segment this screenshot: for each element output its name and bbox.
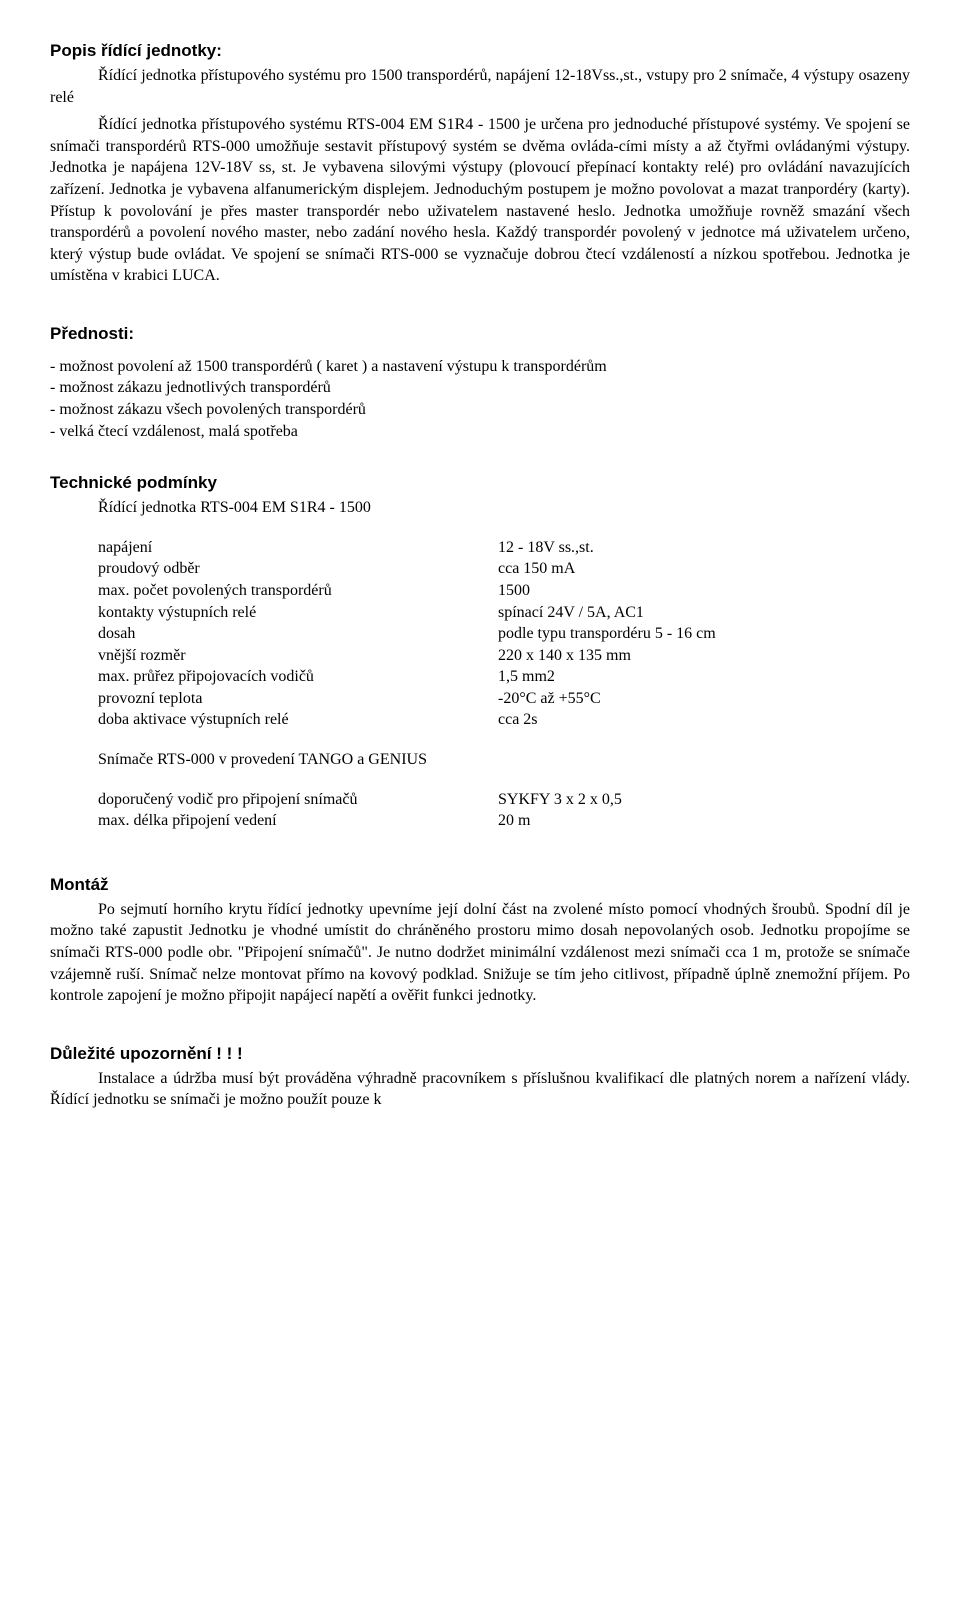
tech-value: cca 150 mA [498, 558, 910, 580]
list-item: - možnost povolení až 1500 transpordérů … [50, 356, 910, 378]
table-row: max. počet povolených transpordérů 1500 [98, 580, 910, 602]
tech-label: max. počet povolených transpordérů [98, 580, 498, 602]
tech-value: 220 x 140 x 135 mm [498, 645, 910, 667]
tech-label: max. průřez připojovacích vodičů [98, 666, 498, 688]
table-row: doba aktivace výstupních relé cca 2s [98, 709, 910, 731]
tech-label: provozní teplota [98, 688, 498, 710]
table-row: doporučený vodič pro připojení snímačů S… [98, 789, 910, 811]
tech-label: dosah [98, 623, 498, 645]
montaz-body: Po sejmutí horního krytu řídící jednotky… [50, 899, 910, 1007]
tech-mid-line: Snímače RTS-000 v provedení TANGO a GENI… [98, 749, 910, 771]
tech-value: 20 m [498, 810, 910, 832]
tech-value: SYKFY 3 x 2 x 0,5 [498, 789, 910, 811]
list-item: - možnost zákazu všech povolených transp… [50, 399, 910, 421]
table-row: kontakty výstupních relé spínací 24V / 5… [98, 602, 910, 624]
tech-value: 12 - 18V ss.,st. [498, 537, 910, 559]
tech-label: proudový odběr [98, 558, 498, 580]
tech-value: 1,5 mm2 [498, 666, 910, 688]
tech-value: spínací 24V / 5A, AC1 [498, 602, 910, 624]
tech-subtitle: Řídící jednotka RTS-004 EM S1R4 - 1500 [98, 497, 910, 519]
tech-label: max. délka připojení vedení [98, 810, 498, 832]
tech-label: kontakty výstupních relé [98, 602, 498, 624]
list-item: - možnost zákazu jednotlivých transpordé… [50, 377, 910, 399]
table-row: dosah podle typu transpordéru 5 - 16 cm [98, 623, 910, 645]
section-heading-technicke: Technické podmínky [50, 472, 910, 495]
table-row: proudový odběr cca 150 mA [98, 558, 910, 580]
table-row: max. délka připojení vedení 20 m [98, 810, 910, 832]
section-heading-prednosti: Přednosti: [50, 323, 910, 346]
tech-label: doporučený vodič pro připojení snímačů [98, 789, 498, 811]
table-row: vnější rozměr 220 x 140 x 135 mm [98, 645, 910, 667]
tech-value: cca 2s [498, 709, 910, 731]
table-row: provozní teplota -20°C až +55°C [98, 688, 910, 710]
tech-label: vnější rozměr [98, 645, 498, 667]
tech-value: podle typu transpordéru 5 - 16 cm [498, 623, 910, 645]
tech-value: 1500 [498, 580, 910, 602]
tech-label: doba aktivace výstupních relé [98, 709, 498, 731]
list-item: - velká čtecí vzdálenost, malá spotřeba [50, 421, 910, 443]
section-heading-montaz: Montáž [50, 874, 910, 897]
popis-line2: Řídící jednotka přístupového systému RTS… [50, 114, 910, 287]
tech-label: napájení [98, 537, 498, 559]
popis-line1: Řídící jednotka přístupového systému pro… [50, 65, 910, 108]
table-row: max. průřez připojovacích vodičů 1,5 mm2 [98, 666, 910, 688]
upozorneni-body: Instalace a údržba musí být prováděna vý… [50, 1068, 910, 1111]
section-heading-popis: Popis řídící jednotky: [50, 40, 910, 63]
tech-value: -20°C až +55°C [498, 688, 910, 710]
prednosti-list: - možnost povolení až 1500 transpordérů … [50, 356, 910, 442]
table-row: napájení 12 - 18V ss.,st. [98, 537, 910, 559]
section-heading-upozorneni: Důležité upozornění ! ! ! [50, 1043, 910, 1066]
